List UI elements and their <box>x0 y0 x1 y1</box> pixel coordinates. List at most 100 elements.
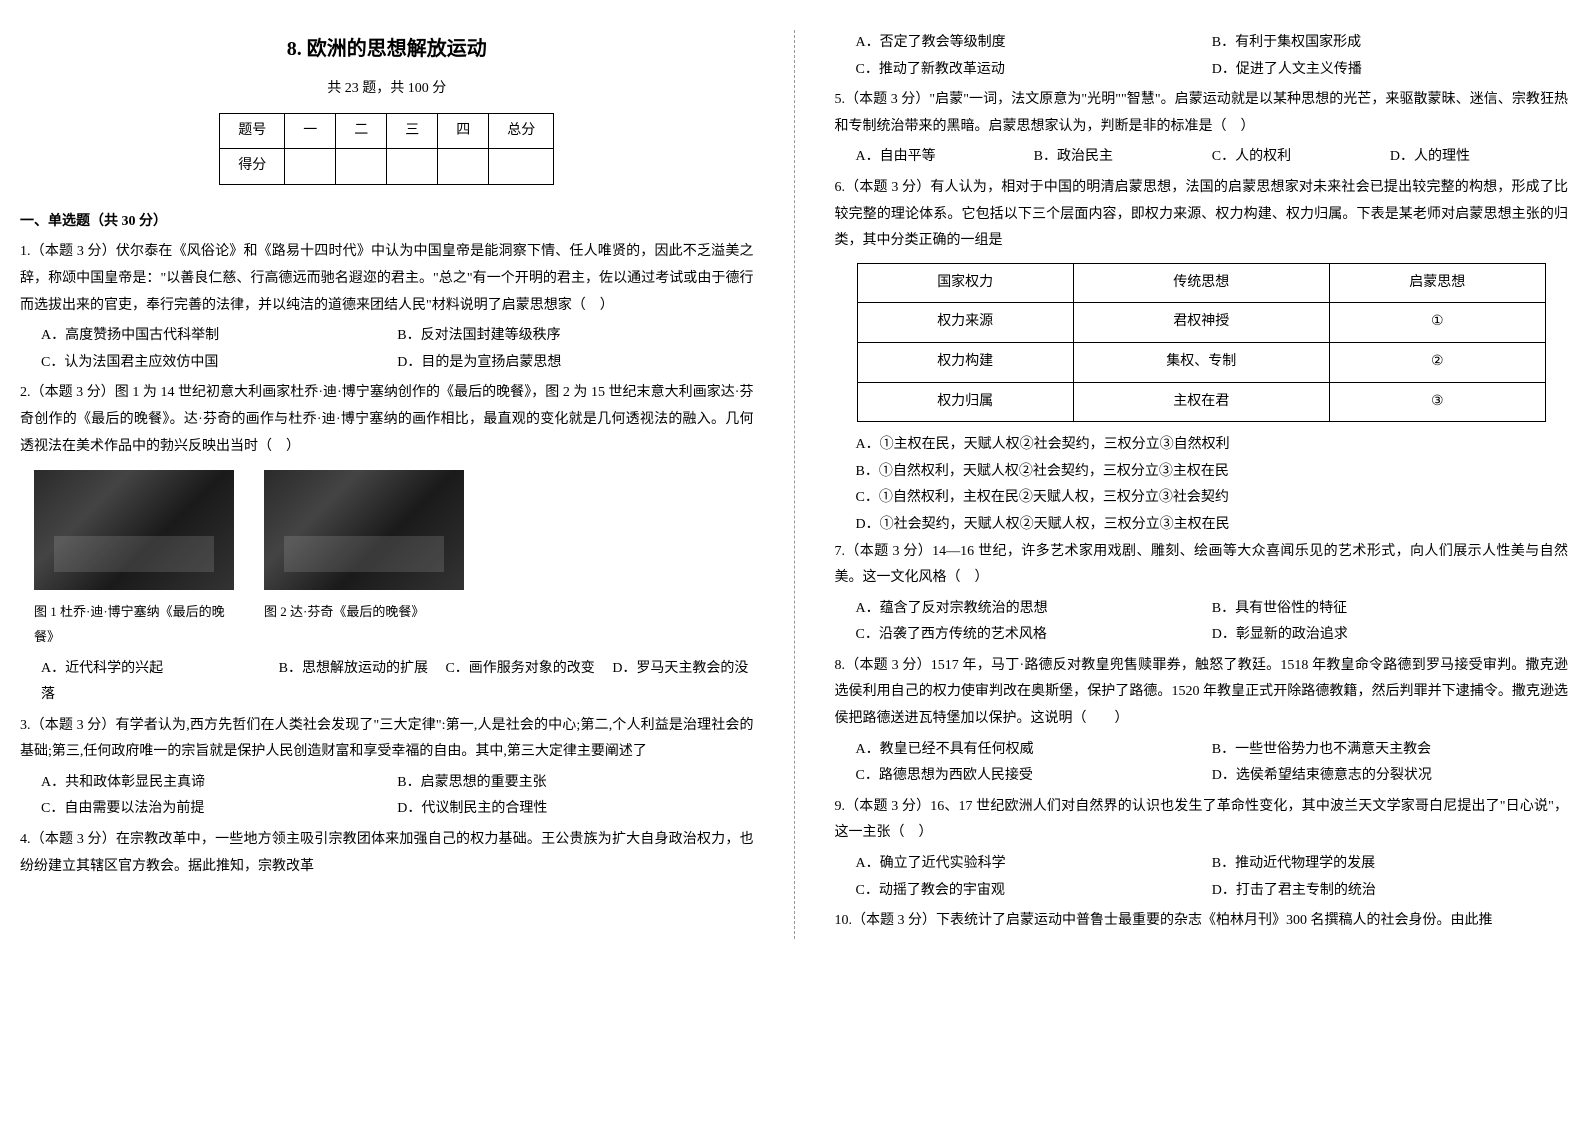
score-h4: 四 <box>438 113 489 149</box>
q2-c: C．画作服务对象的改变 <box>445 661 594 676</box>
q6-th2: 传统思想 <box>1073 263 1329 303</box>
q6-r3c2: 主权在君 <box>1073 382 1329 422</box>
q9-d: D．打击了君主专制的统治 <box>1212 878 1568 905</box>
score-v1 <box>285 149 336 185</box>
q6-table-r2: 权力构建 集权、专制 ② <box>857 342 1545 382</box>
q2-cap2: 图 2 达·芬奇《最后的晚餐》 <box>264 600 464 649</box>
q6-b: B．①自然权利，天赋人权②社会契约，三权分立③主权在民 <box>856 459 1569 486</box>
q6-d: D．①社会契约，天赋人权②天赋人权，三权分立③主权在民 <box>856 512 1569 539</box>
q9-a: A．确立了近代实验科学 <box>856 851 1212 878</box>
q9-b: B．推动近代物理学的发展 <box>1212 851 1568 878</box>
q1-b: B．反对法国封建等级秩序 <box>397 323 753 350</box>
q10-stem: 10.（本题 3 分）下表统计了启蒙运动中普鲁士最重要的杂志《柏林月刊》300 … <box>835 908 1569 935</box>
q6-a: A．①主权在民，天赋人权②社会契约，三权分立③自然权利 <box>856 432 1569 459</box>
q4-b: B．有利于集权国家形成 <box>1212 30 1568 57</box>
score-v3 <box>387 149 438 185</box>
q7-a: A．蕴含了反对宗教统治的思想 <box>856 596 1212 623</box>
q6-table: 国家权力 传统思想 启蒙思想 权力来源 君权神授 ① 权力构建 集权、专制 ② … <box>857 263 1546 422</box>
q5-options: A．自由平等 B．政治民主 C．人的权利 D．人的理性 <box>856 144 1569 171</box>
score-h0: 题号 <box>220 113 285 149</box>
q7-c: C．沿袭了西方传统的艺术风格 <box>856 622 1212 649</box>
score-value-row: 得分 <box>220 149 554 185</box>
q6-table-r3: 权力归属 主权在君 ③ <box>857 382 1545 422</box>
q6-table-head: 国家权力 传统思想 启蒙思想 <box>857 263 1545 303</box>
q3-stem: 3.（本题 3 分）有学者认为,西方先哲们在人类社会发现了"三大定律":第一,人… <box>20 713 754 766</box>
q9-stem: 9.（本题 3 分）16、17 世纪欧洲人们对自然界的认识也发生了革命性变化，其… <box>835 794 1569 847</box>
q8-c: C．路德思想为西欧人民接受 <box>856 763 1212 790</box>
q7-b: B．具有世俗性的特征 <box>1212 596 1568 623</box>
q6-table-r1: 权力来源 君权神授 ① <box>857 303 1545 343</box>
q5-stem: 5.（本题 3 分）"启蒙"一词，法文原意为"光明""智慧"。启蒙运动就是以某种… <box>835 87 1569 140</box>
q1-options: A．高度赞扬中国古代科举制 B．反对法国封建等级秩序 C．认为法国君主应效仿中国… <box>41 323 754 376</box>
q1-c: C．认为法国君主应效仿中国 <box>41 350 397 377</box>
q8-a: A．教皇已经不具有任何权威 <box>856 737 1212 764</box>
score-table: 题号 一 二 三 四 总分 得分 <box>219 113 554 185</box>
q3-d: D．代议制民主的合理性 <box>397 796 753 823</box>
painting-image-2 <box>264 470 464 590</box>
q7-stem: 7.（本题 3 分）14—16 世纪，许多艺术家用戏剧、雕刻、绘画等大众喜闻乐见… <box>835 539 1569 592</box>
q4-c: C．推动了新教改革运动 <box>856 57 1212 84</box>
q2-stem: 2.（本题 3 分）图 1 为 14 世纪初意大利画家杜乔·迪·博宁塞纳创作的《… <box>20 380 754 460</box>
q8-b: B．一些世俗势力也不满意天主教会 <box>1212 737 1568 764</box>
q3-c: C．自由需要以法治为前提 <box>41 796 397 823</box>
q7-options: A．蕴含了反对宗教统治的思想 B．具有世俗性的特征 C．沿袭了西方传统的艺术风格… <box>856 596 1569 649</box>
q8-stem: 8.（本题 3 分）1517 年，马丁·路德反对教皇兜售赎罪券，触怒了教廷。15… <box>835 653 1569 733</box>
right-column: A．否定了教会等级制度 B．有利于集权国家形成 C．推动了新教改革运动 D．促进… <box>835 30 1569 939</box>
q9-c: C．动摇了教会的宇宙观 <box>856 878 1212 905</box>
q5-b: B．政治民主 <box>1034 144 1212 171</box>
q6-c: C．①自然权利，主权在民②天赋人权，三权分立③社会契约 <box>856 485 1569 512</box>
q5-d: D．人的理性 <box>1390 144 1568 171</box>
page-root: 8. 欧洲的思想解放运动 共 23 题，共 100 分 题号 一 二 三 四 总… <box>20 30 1568 939</box>
q6-th3: 启蒙思想 <box>1329 263 1545 303</box>
q8-options: A．教皇已经不具有任何权威 B．一些世俗势力也不满意天主教会 C．路德思想为西欧… <box>856 737 1569 790</box>
q6-r1c2: 君权神授 <box>1073 303 1329 343</box>
painting-image-1 <box>34 470 234 590</box>
q2-a: A．近代科学的兴起 <box>41 661 163 676</box>
q2-options: A．近代科学的兴起 B．思想解放运动的扩展 C．画作服务对象的改变 D．罗马天主… <box>41 656 754 709</box>
q6-r3c3: ③ <box>1329 382 1545 422</box>
score-v2 <box>336 149 387 185</box>
q3-a: A．共和政体彰显民主真谛 <box>41 770 397 797</box>
q6-r3c1: 权力归属 <box>857 382 1073 422</box>
q2-figure2 <box>264 470 464 594</box>
q4-d: D．促进了人文主义传播 <box>1212 57 1568 84</box>
q6-stem: 6.（本题 3 分）有人认为，相对于中国的明清启蒙思想，法国的启蒙思想家对未来社… <box>835 175 1569 255</box>
q7-d: D．彰显新的政治追求 <box>1212 622 1568 649</box>
q2-figures <box>34 470 754 594</box>
score-v5 <box>489 149 554 185</box>
q1-d: D．目的是为宣扬启蒙思想 <box>397 350 753 377</box>
score-header-row: 题号 一 二 三 四 总分 <box>220 113 554 149</box>
score-v0: 得分 <box>220 149 285 185</box>
q6-r1c1: 权力来源 <box>857 303 1073 343</box>
q1-stem: 1.（本题 3 分）伏尔泰在《风俗论》和《路易十四时代》中认为中国皇帝是能洞察下… <box>20 239 754 319</box>
score-h3: 三 <box>387 113 438 149</box>
q2-b: B．思想解放运动的扩展 <box>279 661 428 676</box>
q6-r1c3: ① <box>1329 303 1545 343</box>
q4-stem: 4.（本题 3 分）在宗教改革中，一些地方领主吸引宗教团体来加强自己的权力基础。… <box>20 827 754 880</box>
q2-figure1 <box>34 470 234 594</box>
q5-a: A．自由平等 <box>856 144 1034 171</box>
q2-captions: 图 1 杜乔·迪·博宁塞纳《最后的晚餐》 图 2 达·芬奇《最后的晚餐》 <box>34 600 754 649</box>
section-a-head: 一、单选题（共 30 分） <box>20 209 754 236</box>
q5-c: C．人的权利 <box>1212 144 1390 171</box>
chapter-title: 8. 欧洲的思想解放运动 <box>20 30 754 68</box>
score-v4 <box>438 149 489 185</box>
q3-b: B．启蒙思想的重要主张 <box>397 770 753 797</box>
q2-cap1: 图 1 杜乔·迪·博宁塞纳《最后的晚餐》 <box>34 600 234 649</box>
q8-d: D．选侯希望结束德意志的分裂状况 <box>1212 763 1568 790</box>
score-h5: 总分 <box>489 113 554 149</box>
q3-options: A．共和政体彰显民主真谛 B．启蒙思想的重要主张 C．自由需要以法治为前提 D．… <box>41 770 754 823</box>
q9-options: A．确立了近代实验科学 B．推动近代物理学的发展 C．动摇了教会的宇宙观 D．打… <box>856 851 1569 904</box>
q1-a: A．高度赞扬中国古代科举制 <box>41 323 397 350</box>
score-h1: 一 <box>285 113 336 149</box>
score-h2: 二 <box>336 113 387 149</box>
left-column: 8. 欧洲的思想解放运动 共 23 题，共 100 分 题号 一 二 三 四 总… <box>20 30 754 939</box>
q4-a: A．否定了教会等级制度 <box>856 30 1212 57</box>
q6-th1: 国家权力 <box>857 263 1073 303</box>
chapter-subtitle: 共 23 题，共 100 分 <box>20 76 754 103</box>
q6-r2c3: ② <box>1329 342 1545 382</box>
q6-options: A．①主权在民，天赋人权②社会契约，三权分立③自然权利 B．①自然权利，天赋人权… <box>835 432 1569 538</box>
q4-options: A．否定了教会等级制度 B．有利于集权国家形成 C．推动了新教改革运动 D．促进… <box>856 30 1569 83</box>
q6-r2c1: 权力构建 <box>857 342 1073 382</box>
q6-r2c2: 集权、专制 <box>1073 342 1329 382</box>
